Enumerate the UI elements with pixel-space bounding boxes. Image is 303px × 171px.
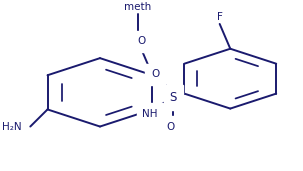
Text: O: O — [166, 122, 175, 131]
Text: S: S — [170, 91, 177, 104]
Text: O: O — [151, 69, 159, 79]
Text: H₂N: H₂N — [2, 122, 22, 132]
Text: meth: meth — [124, 2, 152, 12]
Text: F: F — [217, 12, 223, 22]
Text: NH: NH — [142, 109, 158, 119]
Text: O: O — [137, 36, 146, 46]
